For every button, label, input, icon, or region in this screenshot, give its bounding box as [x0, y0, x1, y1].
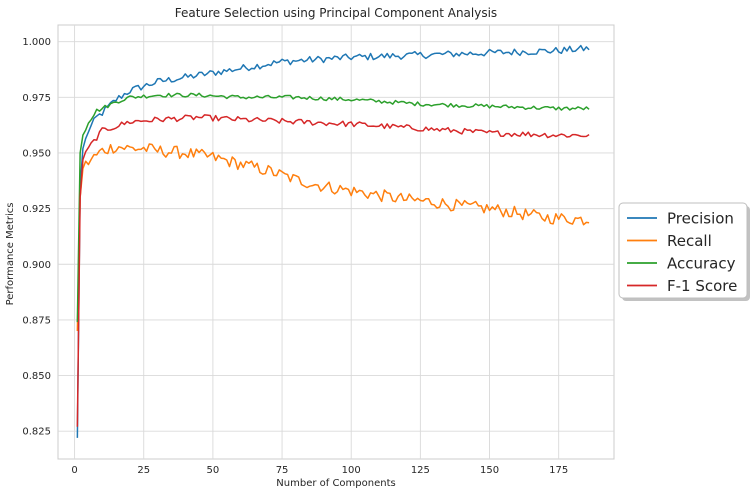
x-tick-label: 100 [342, 465, 361, 476]
legend: Precision Recall Accuracy F-1 Score [618, 202, 750, 301]
legend-box [618, 202, 748, 299]
y-tick-label: 0.850 [22, 371, 51, 382]
series-line-0 [76, 44, 590, 438]
y-tick-label: 0.925 [22, 204, 51, 215]
tick-labels: 0 25 50 75 100 125 150 175 0.825 0.850 0.875 0.900 0… [22, 37, 568, 476]
grid-lines [58, 25, 614, 459]
legend-label: F-1 Score [667, 277, 737, 295]
x-tick-label: 0 [71, 465, 77, 476]
x-tick-label: 150 [480, 465, 499, 476]
chart-title: Feature Selection using Principal Compon… [175, 6, 497, 20]
x-tick-label: 50 [207, 465, 220, 476]
legend-label: Accuracy [667, 255, 736, 273]
x-tick-label: 25 [137, 465, 150, 476]
y-tick-label: 0.975 [22, 93, 51, 104]
series-line-1 [76, 143, 590, 332]
x-tick-label: 125 [411, 465, 430, 476]
y-tick-label: 0.875 [22, 315, 51, 326]
x-tick-label: 175 [549, 465, 568, 476]
y-tick-label: 1.000 [22, 37, 51, 48]
legend-label: Precision [667, 210, 734, 228]
y-axis-label: Performance Metrics [5, 203, 16, 306]
series-line-3 [76, 114, 590, 427]
legend-label: Recall [667, 232, 712, 250]
x-axis-label: Number of Components [276, 478, 395, 489]
y-tick-label: 0.950 [22, 148, 51, 159]
series-line-2 [76, 92, 590, 323]
series-lines [76, 44, 590, 438]
y-tick-label: 0.900 [22, 260, 51, 271]
x-tick-label: 75 [276, 465, 289, 476]
y-tick-label: 0.825 [22, 427, 51, 438]
